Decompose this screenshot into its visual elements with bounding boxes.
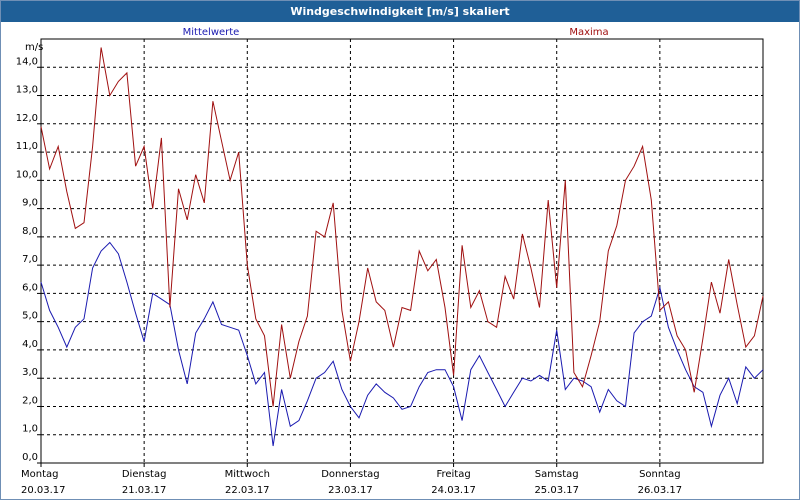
legend-mittelwerte: Mittelwerte (183, 27, 240, 38)
y-tick-label: 12,0 (16, 113, 38, 124)
x-tick-label-date: 26.03.17 (638, 485, 683, 496)
x-tick-label-date: 21.03.17 (122, 485, 167, 496)
y-tick-label: 9,0 (22, 198, 38, 209)
x-tick-label-day: Freitag (436, 469, 470, 480)
y-tick-label: 13,0 (16, 85, 38, 96)
y-tick-label: 8,0 (22, 226, 38, 237)
y-tick-label: 7,0 (22, 254, 38, 265)
series-line-mittelwerte (40, 241, 764, 447)
x-tick-label-day: Dienstag (122, 469, 167, 480)
y-tick-label: 4,0 (22, 339, 38, 350)
x-tick-label-day: Sonntag (639, 469, 681, 480)
y-tick-label: 0,0 (22, 452, 38, 463)
x-tick-label-day: Samstag (535, 469, 579, 480)
y-tick-label: 14,0 (16, 56, 38, 67)
x-tick-label-date: 20.03.17 (21, 485, 66, 496)
x-tick-label-date: 25.03.17 (534, 485, 579, 496)
y-tick-label: 10,0 (16, 169, 38, 180)
window-title: Windgeschwindigkeit [m/s] skaliert (1, 1, 799, 22)
legend-maxima: Maxima (569, 27, 608, 38)
y-tick-label: 11,0 (16, 141, 38, 152)
y-axis-label: m/s (25, 42, 43, 53)
plot-area (40, 38, 764, 464)
y-tick-label: 5,0 (22, 311, 38, 322)
x-tick-label-day: Donnerstag (321, 469, 379, 480)
x-tick-label-date: 24.03.17 (431, 485, 476, 496)
x-tick-label-day: Mittwoch (225, 469, 270, 480)
y-tick-label: 3,0 (22, 367, 38, 378)
x-tick-label-date: 22.03.17 (225, 485, 270, 496)
x-tick-label-date: 23.03.17 (328, 485, 373, 496)
y-tick-label: 2,0 (22, 395, 38, 406)
x-tick-label-day: Montag (21, 469, 58, 480)
y-tick-label: 6,0 (22, 282, 38, 293)
series-line-maxima (40, 47, 764, 407)
y-tick-label: 1,0 (22, 424, 38, 435)
